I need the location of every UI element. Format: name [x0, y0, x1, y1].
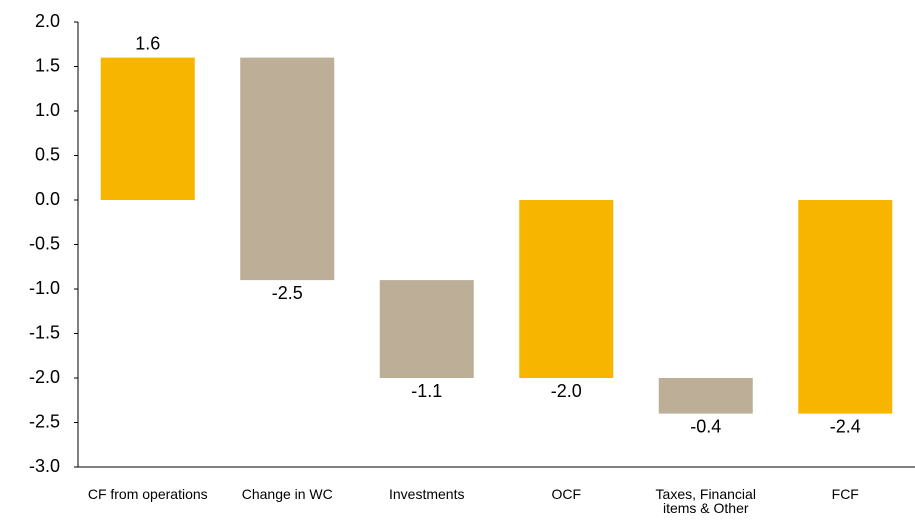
x-tick-label: FCF [831, 486, 859, 502]
data-label: -2.4 [830, 416, 861, 436]
y-tick-label: 2.0 [35, 11, 60, 31]
data-label: -2.0 [551, 381, 582, 401]
x-tick-label: OCF [551, 486, 582, 502]
bar [519, 200, 614, 378]
x-tick-label: Change in WC [241, 486, 333, 502]
data-label: -2.5 [272, 283, 303, 303]
y-tick-label: 0.5 [35, 144, 60, 164]
x-tick-label: Taxes, Financial items & Other [655, 486, 756, 516]
data-label: -0.4 [690, 416, 721, 436]
x-tick-label: CF from operations [87, 486, 208, 502]
data-label: 1.6 [135, 33, 160, 53]
data-label: -1.1 [411, 381, 442, 401]
y-tick-label: -3.0 [29, 456, 60, 476]
y-tick-label: -1.0 [29, 278, 60, 298]
y-tick-label: 1.5 [35, 55, 60, 75]
x-tick-label: Investments [389, 486, 465, 502]
y-tick-label: -2.0 [29, 367, 60, 387]
y-tick-label: -1.5 [29, 322, 60, 342]
bar [379, 280, 474, 378]
y-tick-label: 1.0 [35, 100, 60, 120]
bar [100, 57, 195, 200]
y-tick-label: 0.0 [35, 189, 60, 209]
bar [798, 200, 893, 414]
y-tick-label: -2.5 [29, 411, 60, 431]
bar [240, 57, 335, 281]
bar [658, 378, 753, 414]
y-tick-label: -0.5 [29, 233, 60, 253]
